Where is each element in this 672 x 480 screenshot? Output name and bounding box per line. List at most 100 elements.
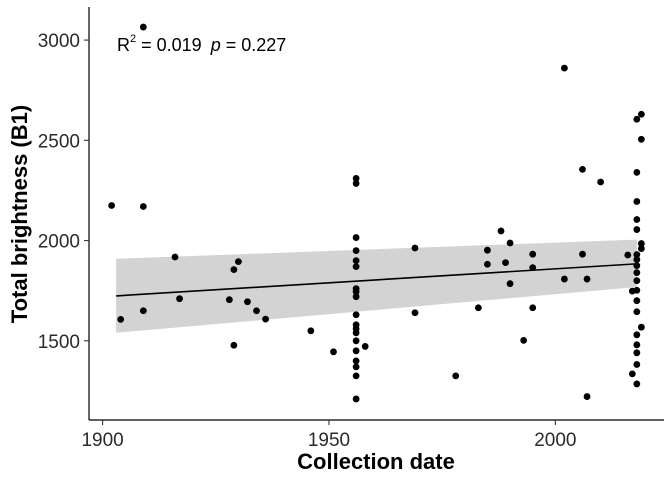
p-label: p — [210, 35, 221, 55]
data-point — [637, 240, 645, 247]
data-point — [637, 110, 645, 118]
data-point — [171, 253, 179, 261]
y-tick-label: 2000 — [38, 232, 80, 253]
data-point — [624, 251, 632, 259]
data-point — [253, 307, 260, 315]
data-point — [633, 115, 641, 123]
data-point — [633, 256, 641, 264]
data-point — [520, 337, 528, 344]
data-point — [330, 348, 337, 356]
data-point — [411, 244, 419, 252]
r2-superscript: 2 — [130, 33, 136, 45]
data-point — [497, 227, 505, 235]
data-point — [176, 295, 183, 303]
p-value: = 0.227 — [221, 35, 287, 55]
data-point — [506, 280, 514, 288]
y-tick-label: 3000 — [38, 31, 80, 52]
data-point — [352, 257, 360, 265]
points-layer — [108, 23, 645, 403]
x-ticks-layer: 1900 1950 2000 — [81, 420, 576, 451]
data-point — [637, 245, 645, 252]
data-point — [633, 341, 641, 349]
x-tick-label: 1950 — [308, 430, 350, 451]
x-tick-label: 1900 — [81, 430, 123, 451]
data-point — [352, 311, 360, 319]
data-point — [108, 202, 116, 209]
stats-annotation: R2 = 0.019 p = 0.227 — [117, 33, 286, 55]
data-point — [633, 216, 641, 223]
data-point — [633, 331, 641, 339]
data-point — [352, 263, 360, 271]
data-point — [352, 357, 360, 365]
data-point — [484, 260, 491, 268]
data-point — [230, 266, 238, 274]
data-point — [506, 239, 514, 247]
data-point — [139, 307, 147, 315]
regression-line — [116, 263, 637, 297]
data-point — [235, 258, 242, 266]
y-tick-label: 1500 — [38, 332, 80, 353]
data-point — [633, 169, 641, 176]
data-point — [583, 275, 591, 283]
data-point — [633, 349, 641, 357]
data-point — [474, 304, 482, 312]
r2-label: R — [117, 35, 130, 55]
data-point — [411, 309, 419, 317]
data-point — [633, 262, 641, 270]
data-point — [352, 337, 360, 345]
data-point — [117, 315, 125, 323]
data-point — [352, 288, 360, 296]
data-point — [352, 363, 360, 371]
data-point — [529, 304, 537, 312]
data-point — [352, 247, 360, 254]
data-point — [633, 269, 641, 277]
data-point — [262, 315, 269, 323]
data-point — [352, 180, 360, 187]
data-point — [633, 297, 641, 305]
data-point — [352, 234, 360, 241]
data-point — [139, 23, 147, 31]
data-point — [633, 308, 641, 316]
data-point — [633, 251, 641, 258]
data-point — [529, 264, 537, 272]
data-point — [637, 323, 645, 331]
data-point — [633, 198, 641, 205]
y-ticks-layer: 1500 2000 2500 3000 — [38, 31, 89, 353]
r2-value: = 0.019 — [136, 35, 202, 55]
data-point — [502, 259, 509, 267]
data-point — [583, 393, 591, 400]
y-tick-label: 2500 — [38, 131, 80, 152]
data-point — [633, 226, 641, 233]
data-point — [633, 361, 641, 368]
data-point — [230, 341, 238, 349]
data-point — [628, 370, 636, 378]
data-point — [560, 275, 568, 283]
y-axis-title: Total brightness (B1) — [7, 105, 32, 323]
data-point — [352, 329, 360, 337]
x-tick-label: 2000 — [534, 430, 576, 451]
data-point — [633, 380, 641, 388]
data-point — [529, 250, 537, 258]
data-point — [452, 372, 460, 380]
data-point — [352, 347, 360, 355]
data-point — [352, 395, 360, 403]
data-point — [560, 64, 568, 72]
data-point — [579, 250, 586, 258]
data-point — [633, 286, 641, 294]
data-point — [484, 246, 491, 254]
data-point — [352, 293, 360, 301]
data-point — [307, 327, 315, 335]
data-point — [637, 135, 645, 143]
regression-line-layer — [116, 263, 637, 297]
data-point — [579, 165, 586, 173]
data-point — [352, 175, 360, 182]
data-point — [225, 296, 233, 304]
data-point — [352, 372, 360, 380]
data-point — [633, 277, 641, 285]
data-point — [361, 343, 369, 350]
data-point — [597, 178, 605, 186]
x-axis-title: Collection date — [297, 449, 455, 474]
data-point — [139, 203, 147, 210]
